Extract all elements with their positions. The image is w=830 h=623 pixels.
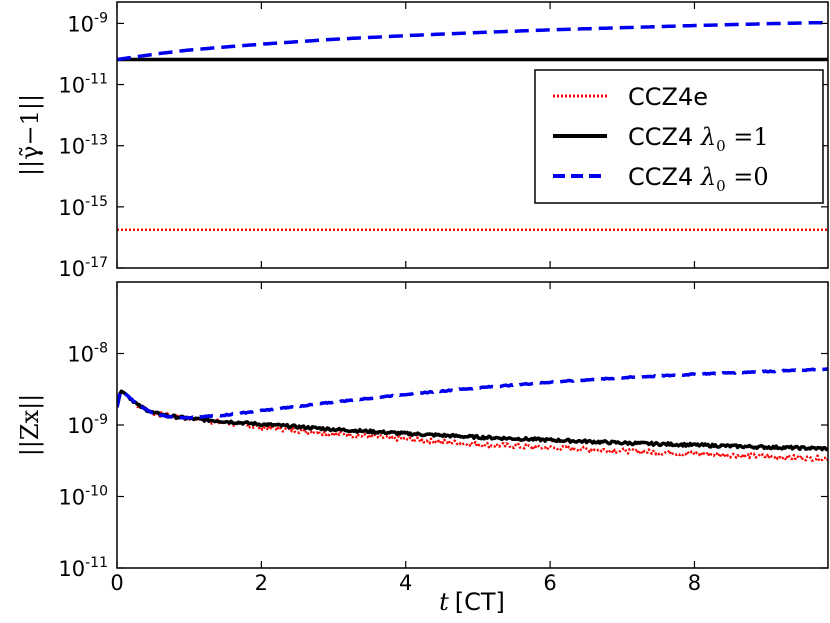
bottom-series-dotted <box>117 389 828 462</box>
legend-label: CCZ4e <box>628 83 708 111</box>
top-y-tick-label: 10-15 <box>58 194 108 220</box>
bottom-y-tick-label: 10-9 <box>67 412 108 438</box>
bottom-series-dashed <box>117 367 828 420</box>
top-y-axis-label: ||γ̃−1|| <box>16 94 45 176</box>
legend-label: CCZ4 λ0 =1 <box>628 123 769 155</box>
x-tick-label: 4 <box>399 571 412 595</box>
x-tick-label: 8 <box>688 571 701 595</box>
top-y-tick-label: 10-11 <box>58 72 108 98</box>
bottom-y-tick-label: 10-11 <box>58 555 108 581</box>
bottom-y-tick-label: 10-8 <box>67 341 108 367</box>
x-axis-label: t [CT] <box>439 588 505 616</box>
bottom-y-tick-label: 10-10 <box>58 484 108 510</box>
top-y-tick-label: 10-17 <box>58 255 108 281</box>
bottom-panel-frame <box>116 281 829 569</box>
bottom-y-axis-label: ||Zx|| <box>16 394 45 457</box>
top-panel-frame <box>116 1 829 269</box>
legend: CCZ4e CCZ4 λ0 =1 CCZ4 λ0 =0 <box>534 69 824 204</box>
bottom-panel: 10-8 10-9 10-10 10-11 ||Zx|| <box>16 281 829 581</box>
bottom-series-solid <box>117 389 828 452</box>
top-y-tick-label: 10-9 <box>67 10 108 36</box>
x-tick-label: 0 <box>110 571 123 595</box>
x-tick-label: 2 <box>255 571 268 595</box>
top-series-dashed <box>117 20 828 62</box>
top-y-tick-label: 10-13 <box>58 133 108 159</box>
x-tick-label: 6 <box>543 571 556 595</box>
legend-label: CCZ4 λ0 =0 <box>628 163 769 195</box>
